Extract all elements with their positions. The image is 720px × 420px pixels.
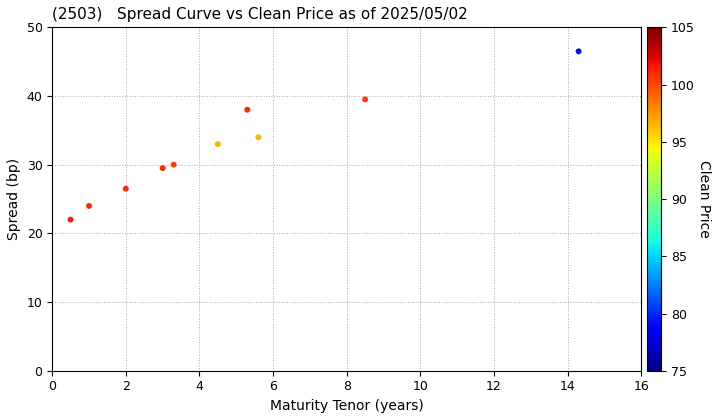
Y-axis label: Clean Price: Clean Price [698,160,711,238]
Point [573,48,585,55]
Point [157,165,168,171]
X-axis label: Maturity Tenor (years): Maturity Tenor (years) [270,399,423,413]
Point [253,134,264,141]
Y-axis label: Spread (bp): Spread (bp) [7,158,21,240]
Point [84,202,95,209]
Point [241,106,253,113]
Point [168,161,179,168]
Point [120,185,132,192]
Text: (2503)   Spread Curve vs Clean Price as of 2025/05/02: (2503) Spread Curve vs Clean Price as of… [53,7,468,22]
Point [212,141,224,147]
Point [65,216,76,223]
Point [359,96,371,103]
